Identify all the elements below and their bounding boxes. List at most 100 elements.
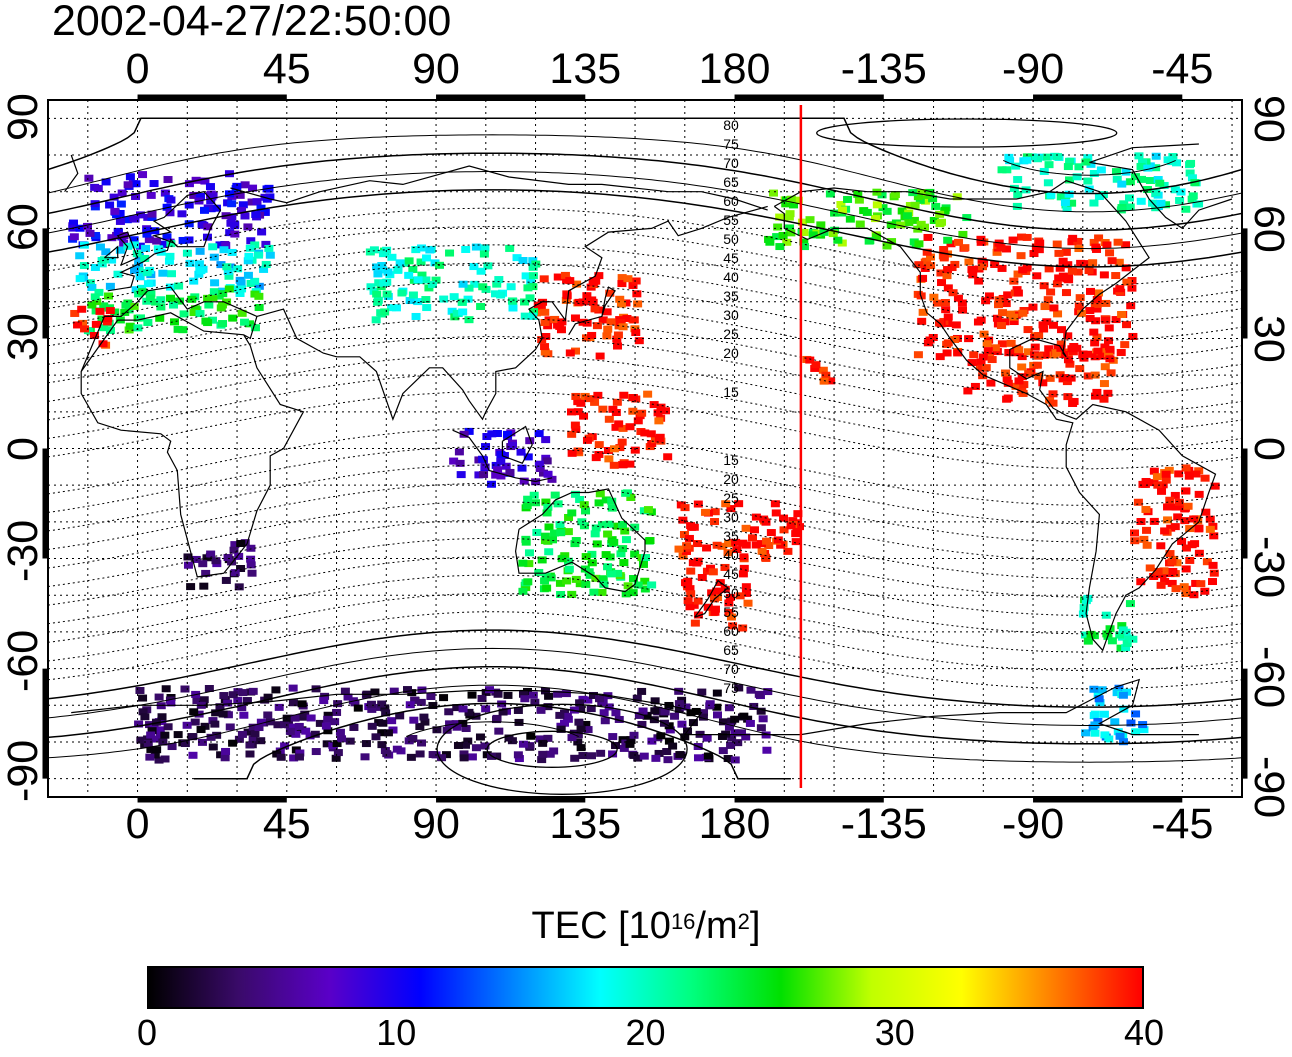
tec-cell bbox=[1126, 302, 1136, 310]
tec-cell bbox=[598, 316, 608, 324]
tec-cell bbox=[550, 491, 560, 499]
tec-cell bbox=[481, 705, 491, 713]
tec-cell bbox=[1160, 527, 1170, 535]
tec-cell bbox=[377, 741, 387, 749]
tec-cell bbox=[319, 697, 329, 705]
tec-cell bbox=[909, 238, 919, 246]
tec-cell bbox=[276, 753, 286, 761]
tec-cell bbox=[651, 754, 661, 762]
tec-cell bbox=[1127, 277, 1137, 285]
tec-cell bbox=[1013, 191, 1023, 199]
tec-cell bbox=[615, 318, 625, 326]
maglat-contour bbox=[48, 647, 1242, 726]
tec-cell bbox=[218, 320, 228, 328]
tec-cell bbox=[825, 190, 835, 198]
tec-cell bbox=[229, 546, 239, 554]
tec-cell bbox=[483, 262, 493, 270]
tec-cell bbox=[227, 558, 237, 566]
tec-cell bbox=[452, 309, 462, 317]
tec-cell bbox=[564, 513, 574, 521]
maglat-label-south: 40 bbox=[723, 547, 739, 563]
tec-cell bbox=[613, 342, 623, 350]
tec-cell bbox=[805, 356, 815, 364]
tec-cell bbox=[208, 294, 218, 302]
tec-cell bbox=[544, 548, 554, 556]
tec-cell bbox=[915, 196, 925, 204]
tec-cell bbox=[1104, 337, 1114, 345]
tec-cell bbox=[1115, 631, 1125, 639]
tec-cell bbox=[191, 555, 201, 563]
tec-cell bbox=[943, 236, 953, 244]
tec-cell bbox=[200, 177, 210, 185]
tec-cell bbox=[602, 332, 612, 340]
tec-cell bbox=[366, 700, 376, 708]
tec-cell bbox=[1130, 529, 1140, 537]
tec-cell bbox=[1187, 174, 1197, 182]
maglat-contour bbox=[48, 666, 1242, 745]
tec-cell bbox=[983, 347, 993, 355]
tec-cell bbox=[528, 283, 538, 291]
tec-cell bbox=[1081, 158, 1091, 166]
tec-cell bbox=[1170, 523, 1180, 531]
tec-cell bbox=[1181, 205, 1191, 213]
tec-cell bbox=[845, 215, 855, 223]
maglat-label-north: 40 bbox=[723, 269, 739, 285]
tec-cell bbox=[1088, 259, 1098, 267]
tec-cell bbox=[741, 541, 751, 549]
tec-cell bbox=[590, 530, 600, 538]
tec-cell bbox=[105, 201, 115, 209]
tec-cell bbox=[518, 690, 528, 698]
tec-cell bbox=[616, 550, 626, 558]
tec-cell bbox=[1072, 173, 1082, 181]
tec-cell bbox=[951, 321, 961, 329]
tec-cell bbox=[550, 315, 560, 323]
tec-cell bbox=[254, 251, 264, 259]
tec-cell bbox=[587, 331, 597, 339]
tec-cell bbox=[1099, 710, 1109, 718]
tec-cell bbox=[1189, 591, 1199, 599]
tec-cell bbox=[540, 537, 550, 545]
tec-cell bbox=[604, 520, 614, 528]
tec-cell bbox=[616, 300, 626, 308]
tec-cell bbox=[1181, 464, 1191, 472]
tec-cell bbox=[1044, 265, 1054, 273]
tec-cell bbox=[717, 732, 727, 740]
tec-cell bbox=[615, 295, 625, 303]
tec-cell bbox=[1034, 332, 1044, 340]
tec-cell bbox=[587, 296, 597, 304]
tec-cell bbox=[333, 749, 343, 757]
tec-cell bbox=[775, 243, 785, 251]
tec-cell bbox=[1151, 152, 1161, 160]
tec-cell bbox=[712, 587, 722, 595]
tec-cell bbox=[772, 233, 782, 241]
tec-cell bbox=[311, 748, 321, 756]
tec-cell bbox=[612, 522, 622, 530]
tec-cell bbox=[378, 266, 388, 274]
tec-cell bbox=[417, 686, 427, 694]
tec-cell bbox=[146, 731, 156, 739]
tec-cell bbox=[601, 496, 611, 504]
tec-cell bbox=[388, 726, 398, 734]
tec-cell bbox=[1079, 604, 1089, 612]
tec-cell bbox=[684, 534, 694, 542]
tec-cell bbox=[560, 271, 570, 279]
tec-cell bbox=[981, 364, 991, 372]
tec-cell bbox=[234, 735, 244, 743]
tec-cell bbox=[853, 190, 863, 198]
tec-cell bbox=[518, 587, 528, 595]
tec-cell bbox=[783, 547, 793, 555]
tec-cell bbox=[693, 500, 703, 508]
tec-cell bbox=[207, 316, 217, 324]
tec-cell bbox=[748, 534, 758, 542]
tec-cell bbox=[1173, 513, 1183, 521]
tec-cell bbox=[454, 448, 464, 456]
tec-cell bbox=[724, 540, 734, 548]
tec-cell bbox=[189, 309, 199, 317]
tec-cell bbox=[230, 569, 240, 577]
tec-cell bbox=[513, 751, 523, 759]
tec-cell bbox=[957, 299, 967, 307]
tec-cell bbox=[982, 340, 992, 348]
tec-cell bbox=[617, 274, 627, 282]
tec-cell bbox=[1062, 204, 1072, 212]
maglat-label-north: 65 bbox=[723, 174, 739, 190]
